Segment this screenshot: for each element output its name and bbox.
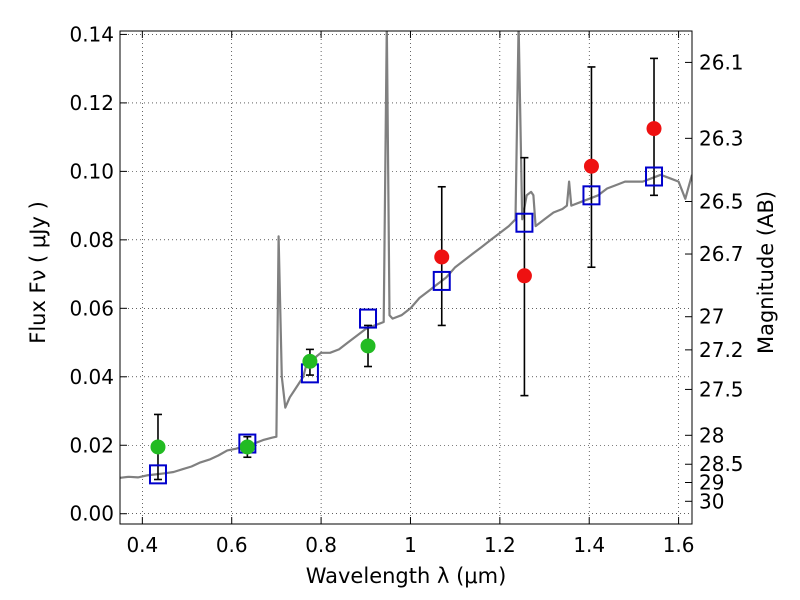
mag-tick-label: 28 bbox=[699, 423, 724, 447]
mag-tick-label: 28.5 bbox=[699, 452, 744, 476]
y-tick-label: 0.14 bbox=[69, 22, 114, 46]
y-tick-label: 0.02 bbox=[69, 433, 114, 457]
model-photometry-square bbox=[515, 212, 534, 233]
grid bbox=[120, 31, 692, 524]
mag-tick-label: 26.1 bbox=[699, 50, 744, 74]
observed-flux-point bbox=[516, 268, 532, 284]
mag-tick-label: 27 bbox=[699, 305, 724, 329]
model-photometry-square bbox=[432, 270, 451, 291]
x-tick-label: 1 bbox=[404, 533, 417, 557]
mag-tick-label: 27.2 bbox=[699, 338, 744, 362]
mag-tick-label: 30 bbox=[699, 489, 724, 513]
x-tick-label: 0.4 bbox=[126, 533, 158, 557]
plot-frame bbox=[119, 30, 693, 525]
y-tick-label: 0.04 bbox=[69, 365, 114, 389]
observed-flux-point bbox=[646, 121, 662, 137]
model-photometry-square bbox=[148, 464, 167, 485]
y-tick-label: 0.10 bbox=[69, 159, 114, 183]
observed-flux-point bbox=[150, 439, 166, 455]
model-spectrum-line bbox=[120, 31, 692, 479]
right-axis-label: Magnitude (AB) bbox=[754, 191, 778, 354]
observed-flux-point bbox=[434, 249, 450, 265]
mag-tick-label: 27.5 bbox=[699, 377, 744, 401]
model-photometry-square bbox=[359, 308, 378, 329]
x-tick-label: 1.6 bbox=[663, 533, 695, 557]
error-bar-layer bbox=[153, 57, 659, 481]
y-tick-label: 0.08 bbox=[69, 228, 114, 252]
mag-tick-label: 26.3 bbox=[699, 126, 744, 150]
mag-tick-label: 29 bbox=[699, 471, 724, 495]
x-axis-label: Wavelength λ (μm) bbox=[306, 564, 507, 588]
model-photometry-square bbox=[582, 185, 601, 206]
x-tick-label: 0.8 bbox=[305, 533, 337, 557]
observed-flux-point bbox=[239, 439, 255, 455]
y-tick-label: 0.12 bbox=[69, 91, 114, 115]
y-tick-label: 0.00 bbox=[69, 502, 114, 526]
model-photometry-square bbox=[645, 166, 664, 187]
tick-layer: 0.4 0.6 0.8 1 1.2 1.4 1.6 0.00 0.02 0.04 0.06 0.08 0… bbox=[69, 22, 743, 557]
mag-tick-label: 26.5 bbox=[699, 189, 744, 213]
model-spectrum-layer bbox=[120, 31, 692, 479]
y-tick-label: 0.06 bbox=[69, 296, 114, 320]
mag-tick-label: 26.7 bbox=[699, 242, 744, 266]
observed-flux-point bbox=[360, 338, 376, 354]
x-tick-label: 1.4 bbox=[573, 533, 605, 557]
x-tick-label: 0.6 bbox=[216, 533, 248, 557]
x-tick-label: 1.2 bbox=[484, 533, 516, 557]
y-axis-label: Flux Fν ( μJy ) bbox=[26, 201, 50, 344]
marker-layer bbox=[148, 121, 664, 485]
observed-flux-point bbox=[302, 353, 318, 369]
observed-flux-point bbox=[583, 158, 599, 174]
